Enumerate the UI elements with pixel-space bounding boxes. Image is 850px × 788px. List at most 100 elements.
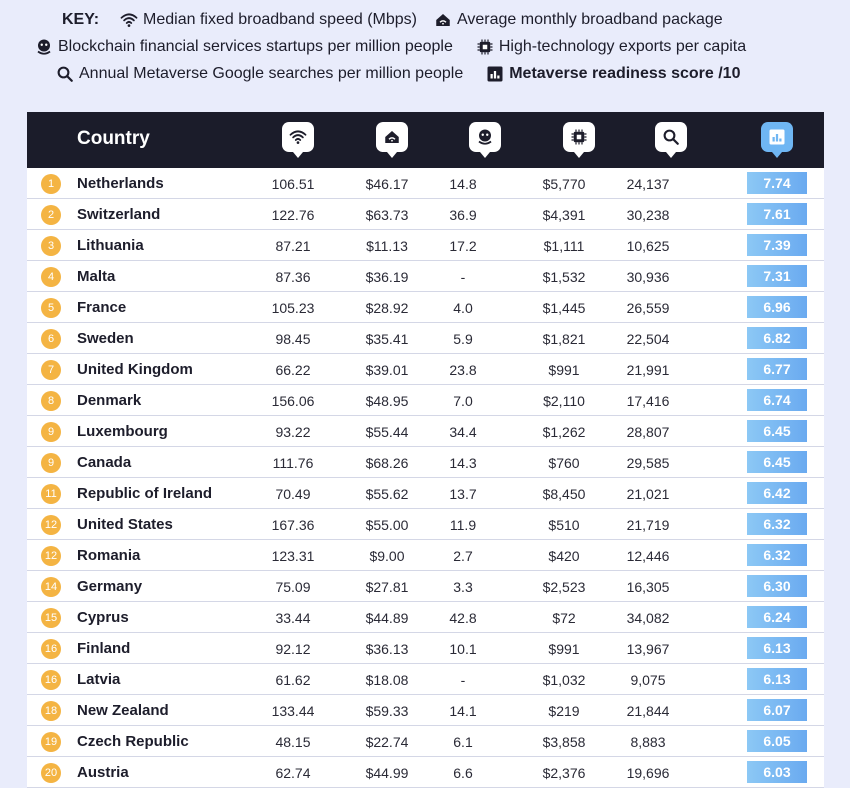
blockchain-cell: 14.1 bbox=[449, 703, 477, 719]
score-badge: 6.13 bbox=[747, 637, 807, 659]
country-name: France bbox=[77, 299, 127, 316]
wifi-icon bbox=[119, 10, 139, 30]
score-badge: 6.24 bbox=[747, 606, 807, 628]
package-cell: $55.44 bbox=[365, 424, 409, 440]
key-text-exports: High-technology exports per capita bbox=[498, 38, 747, 55]
score-badge: 6.32 bbox=[747, 513, 807, 535]
rank-badge: 14 bbox=[41, 577, 61, 597]
searches-cell: 8,883 bbox=[630, 734, 666, 750]
country-name: Romania bbox=[77, 547, 141, 564]
package-cell: $44.99 bbox=[365, 765, 409, 781]
package-cell: $44.89 bbox=[365, 610, 409, 626]
rank-badge: 1 bbox=[41, 174, 61, 194]
exports-cell: $510 bbox=[548, 517, 580, 533]
exports-cell: $1,262 bbox=[542, 424, 586, 440]
searches-cell: 13,967 bbox=[626, 641, 670, 657]
country-name: Czech Republic bbox=[77, 733, 189, 750]
blockchain-cell: 17.2 bbox=[449, 238, 477, 254]
searches-cell: 21,991 bbox=[626, 362, 670, 378]
searches-cell: 34,082 bbox=[626, 610, 670, 626]
searches-cell: 29,585 bbox=[626, 455, 670, 471]
searches-cell: 21,719 bbox=[626, 517, 670, 533]
country-name: Finland bbox=[77, 640, 131, 657]
score-badge: 6.07 bbox=[747, 699, 807, 721]
table-row: 18 New Zealand 133.44 $59.33 14.1 $219 21,844 6… bbox=[27, 695, 824, 726]
table-row: 7 United Kingdom 66.22 $39.01 23.8 $991 21,991… bbox=[27, 354, 824, 385]
exports-cell: $2,376 bbox=[542, 765, 586, 781]
searches-cell: 24,137 bbox=[626, 176, 670, 192]
blockchain-cell: - bbox=[460, 269, 466, 285]
bar-chart-icon bbox=[761, 122, 793, 158]
speed-cell: 87.21 bbox=[275, 238, 311, 254]
country-name: Lithuania bbox=[77, 237, 144, 254]
search-icon bbox=[655, 122, 687, 158]
country-name: United States bbox=[77, 516, 173, 533]
speed-cell: 167.36 bbox=[271, 517, 315, 533]
searches-cell: 9,075 bbox=[630, 672, 666, 688]
rank-badge: 5 bbox=[41, 298, 61, 318]
searches-cell: 21,844 bbox=[626, 703, 670, 719]
package-cell: $46.17 bbox=[365, 176, 409, 192]
country-name: Cyprus bbox=[77, 609, 129, 626]
key-text-speed: Median fixed broadband speed (Mbps) bbox=[143, 11, 417, 28]
country-name: Netherlands bbox=[77, 175, 164, 192]
speed-cell: 98.45 bbox=[275, 331, 311, 347]
key-row-1: KEY: Median fixed broadband speed (Mbps)… bbox=[62, 10, 723, 30]
blockchain-cell: 34.4 bbox=[449, 424, 477, 440]
blockchain-cell: 5.9 bbox=[453, 331, 473, 347]
package-cell: $11.13 bbox=[366, 238, 408, 254]
rank-badge: 20 bbox=[41, 763, 61, 783]
rank-badge: 3 bbox=[41, 236, 61, 256]
package-cell: $36.13 bbox=[365, 641, 409, 657]
exports-cell: $760 bbox=[548, 455, 580, 471]
speed-cell: 66.22 bbox=[275, 362, 311, 378]
exports-cell: $420 bbox=[548, 548, 580, 564]
exports-cell: $1,532 bbox=[542, 269, 586, 285]
table-row: 15 Cyprus 33.44 $44.89 42.8 $72 34,082 6.24 bbox=[27, 602, 824, 633]
package-cell: $63.73 bbox=[365, 207, 409, 223]
speed-cell: 75.09 bbox=[275, 579, 311, 595]
search-icon bbox=[55, 64, 75, 84]
score-badge: 6.30 bbox=[747, 575, 807, 597]
exports-cell: $1,821 bbox=[542, 331, 586, 347]
blockchain-cell: 6.1 bbox=[453, 734, 473, 750]
score-badge: 6.77 bbox=[747, 358, 807, 380]
speed-cell: 70.49 bbox=[275, 486, 311, 502]
blockchain-cell: 13.7 bbox=[449, 486, 477, 502]
score-badge: 6.82 bbox=[747, 327, 807, 349]
key-legend: KEY: Median fixed broadband speed (Mbps)… bbox=[0, 0, 850, 100]
score-badge: 6.05 bbox=[747, 730, 807, 752]
rank-badge: 8 bbox=[41, 391, 61, 411]
exports-cell: $72 bbox=[552, 610, 576, 626]
score-badge: 7.61 bbox=[747, 203, 807, 225]
chip-icon bbox=[475, 37, 495, 57]
country-column-header: Country bbox=[77, 128, 150, 149]
rank-badge: 12 bbox=[41, 546, 61, 566]
speed-cell: 93.22 bbox=[275, 424, 311, 440]
table-row: 12 United States 167.36 $55.00 11.9 $510 21,71… bbox=[27, 509, 824, 540]
blockchain-cell: 23.8 bbox=[449, 362, 477, 378]
blockchain-cell: 7.0 bbox=[453, 393, 473, 409]
package-cell: $59.33 bbox=[365, 703, 409, 719]
table-row: 9 Canada 111.76 $68.26 14.3 $760 29,585 6.45 bbox=[27, 447, 824, 478]
table-row: 6 Sweden 98.45 $35.41 5.9 $1,821 22,504 6.82 bbox=[27, 323, 824, 354]
package-cell: $9.00 bbox=[369, 548, 405, 564]
speed-cell: 123.31 bbox=[271, 548, 315, 564]
blockchain-cell: 11.9 bbox=[449, 517, 477, 533]
exports-cell: $4,391 bbox=[542, 207, 586, 223]
table-row: 5 France 105.23 $28.92 4.0 $1,445 26,559 6.96 bbox=[27, 292, 824, 323]
key-text-score: Metaverse readiness score /10 bbox=[509, 65, 741, 82]
blockchain-cell: 42.8 bbox=[449, 610, 477, 626]
key-label: KEY: bbox=[62, 11, 100, 28]
table-row: 9 Luxembourg 93.22 $55.44 34.4 $1,262 28,807 6.… bbox=[27, 416, 824, 447]
package-cell: $18.08 bbox=[365, 672, 409, 688]
searches-cell: 10,625 bbox=[626, 238, 670, 254]
package-cell: $36.19 bbox=[365, 269, 409, 285]
rank-badge: 15 bbox=[41, 608, 61, 628]
speed-cell: 62.74 bbox=[275, 765, 311, 781]
country-name: Sweden bbox=[77, 330, 134, 347]
exports-cell: $219 bbox=[548, 703, 580, 719]
searches-cell: 16,305 bbox=[626, 579, 670, 595]
package-cell: $35.41 bbox=[365, 331, 409, 347]
searches-cell: 26,559 bbox=[626, 300, 670, 316]
